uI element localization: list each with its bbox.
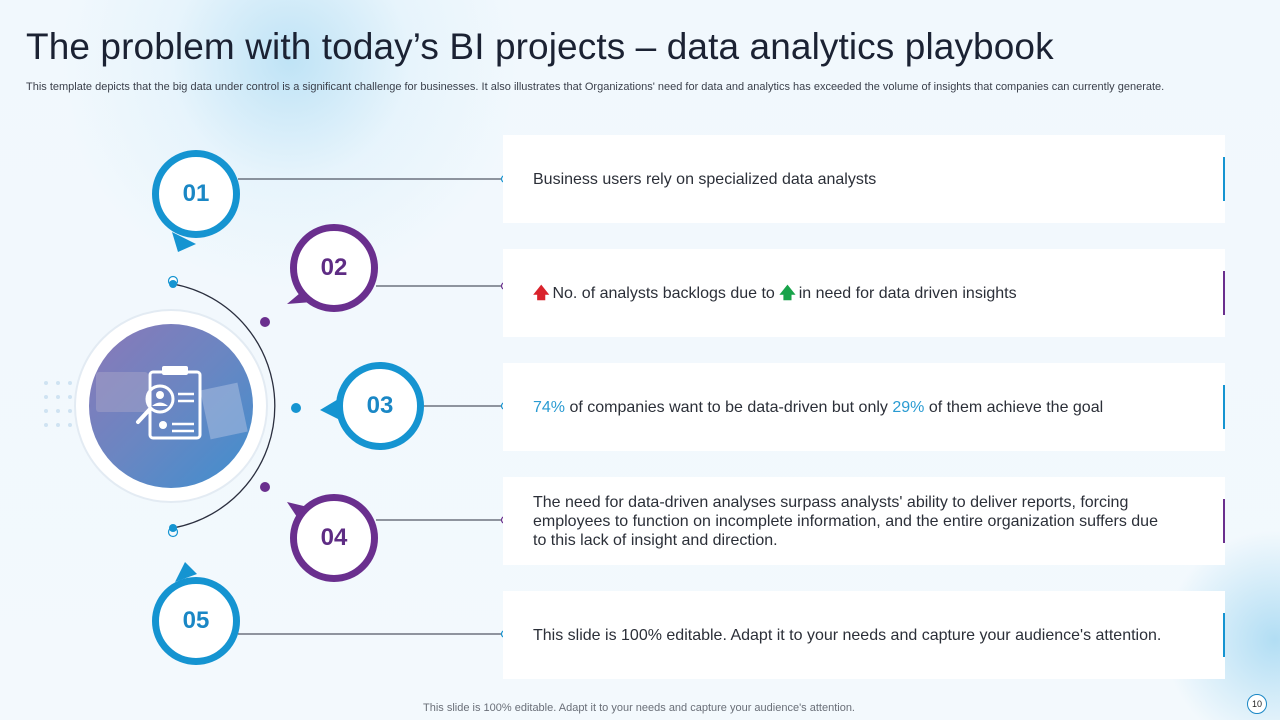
card-accent xyxy=(1223,271,1225,315)
step-number-02: 02 xyxy=(290,224,378,312)
slide-title: The problem with today’s BI projects – d… xyxy=(26,26,1054,67)
timeline-arc xyxy=(172,283,276,529)
slide-subtitle: This template depicts that the big data … xyxy=(26,81,1165,93)
page-number: 10 xyxy=(1247,694,1267,714)
step-card-03: 74% of companies want to be data-driven … xyxy=(503,363,1225,451)
up-arrow-green-icon: 🡅 xyxy=(779,284,796,302)
step-number-01: 01 xyxy=(152,150,240,238)
step-number-03: 03 xyxy=(336,362,424,450)
step-text-03: 74% of companies want to be data-driven … xyxy=(533,398,1104,416)
step-card-02: 🡅 No. of analysts backlogs due to 🡅 in nee… xyxy=(503,249,1225,337)
step-text-01: Business users rely on specialized data … xyxy=(533,170,877,188)
card-accent xyxy=(1223,385,1225,429)
arc-dot-03 xyxy=(291,403,301,413)
arc-dot-01 xyxy=(169,280,177,288)
step-text-05: This slide is 100% editable. Adapt it to… xyxy=(533,626,1162,644)
stat-74-percent: 74% xyxy=(533,398,566,416)
arc-dot-02 xyxy=(260,317,270,327)
step-text-02: 🡅 No. of analysts backlogs due to 🡅 in nee… xyxy=(533,284,1017,302)
step-number-05: 05 xyxy=(152,577,240,665)
card-accent xyxy=(1223,499,1225,543)
card-accent xyxy=(1223,613,1225,657)
stat-29-percent: 29% xyxy=(892,398,925,416)
step-card-05: This slide is 100% editable. Adapt it to… xyxy=(503,591,1225,679)
footer-note: This slide is 100% editable. Adapt it to… xyxy=(423,702,855,714)
up-arrow-red-icon: 🡅 xyxy=(533,284,550,302)
step-text-04: The need for data-driven analyses surpas… xyxy=(533,493,1158,549)
document-user-magnifier-icon xyxy=(136,366,202,440)
step-number-04: 04 xyxy=(290,494,378,582)
card-accent xyxy=(1223,157,1225,201)
step-card-01: Business users rely on specialized data … xyxy=(503,135,1225,223)
arc-dot-04 xyxy=(260,482,270,492)
step-card-04: The need for data-driven analyses surpas… xyxy=(503,477,1225,565)
